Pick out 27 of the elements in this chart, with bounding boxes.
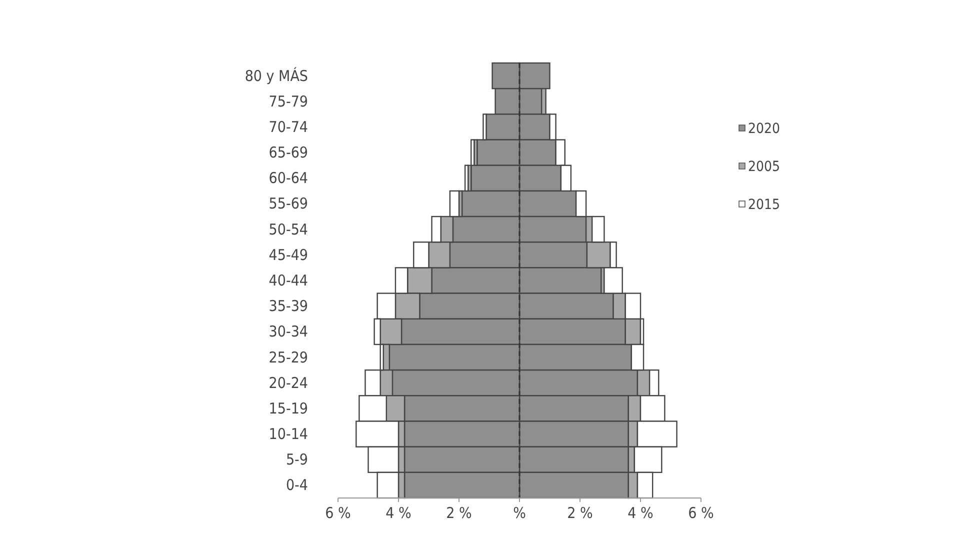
y-tick-label: 0-4 <box>286 476 308 494</box>
y-tick-label: 15-19 <box>268 399 308 418</box>
x-tick-label: 2 % <box>567 504 594 522</box>
y-tick-label: 45-49 <box>268 246 308 264</box>
y-tick-label: 20-24 <box>268 374 308 392</box>
y-tick-label: 30-34 <box>268 322 308 341</box>
x-tick-label: 6 % <box>688 504 714 522</box>
y-tick-label: 40-44 <box>268 272 308 290</box>
x-tick-label: 6 % <box>325 504 352 522</box>
y-tick-label: 35-39 <box>268 297 308 316</box>
x-tick-label: 4 % <box>386 504 412 522</box>
x-tick-label: 2 % <box>446 504 472 522</box>
y-tick-label: 70-74 <box>268 118 308 136</box>
legend-label: 2005 <box>748 159 780 175</box>
y-tick-label: 50-54 <box>268 220 308 238</box>
x-tick-label: % <box>513 504 526 522</box>
y-tick-label: 75-79 <box>268 92 308 110</box>
legend-label: 2020 <box>748 121 780 137</box>
y-tick-label: 60-64 <box>268 169 308 188</box>
y-tick-label: 80 y MÁS <box>244 66 308 85</box>
y-tick-label: 10-14 <box>268 425 308 444</box>
text: 2015 <box>748 197 780 213</box>
y-tick-label: 5-9 <box>286 450 308 469</box>
x-tick-label: 4 % <box>628 504 654 522</box>
y-tick-label: 25-29 <box>268 348 308 366</box>
y-tick-label: 65-69 <box>268 144 308 162</box>
y-tick-label: 55-69 <box>268 194 308 213</box>
